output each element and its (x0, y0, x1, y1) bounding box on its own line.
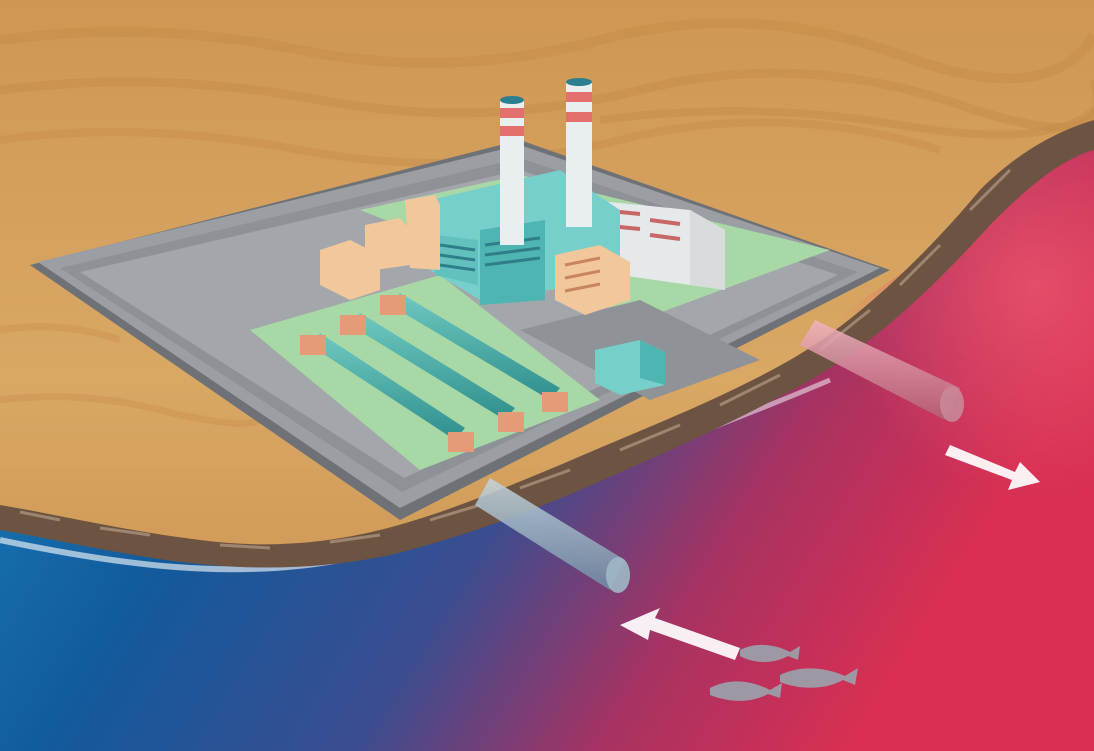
cooling-tubes (300, 293, 568, 452)
fish-icon (710, 644, 858, 701)
plant-buildings (320, 170, 725, 395)
cold-water-intake-pipe (475, 478, 630, 593)
arrow-right-icon (945, 445, 1040, 490)
warm-water-outflow-pipe (800, 320, 964, 422)
sea-water (0, 130, 1094, 751)
rocky-coastline (0, 120, 1094, 568)
arrow-left-icon (620, 608, 740, 660)
chimneys (500, 78, 592, 245)
